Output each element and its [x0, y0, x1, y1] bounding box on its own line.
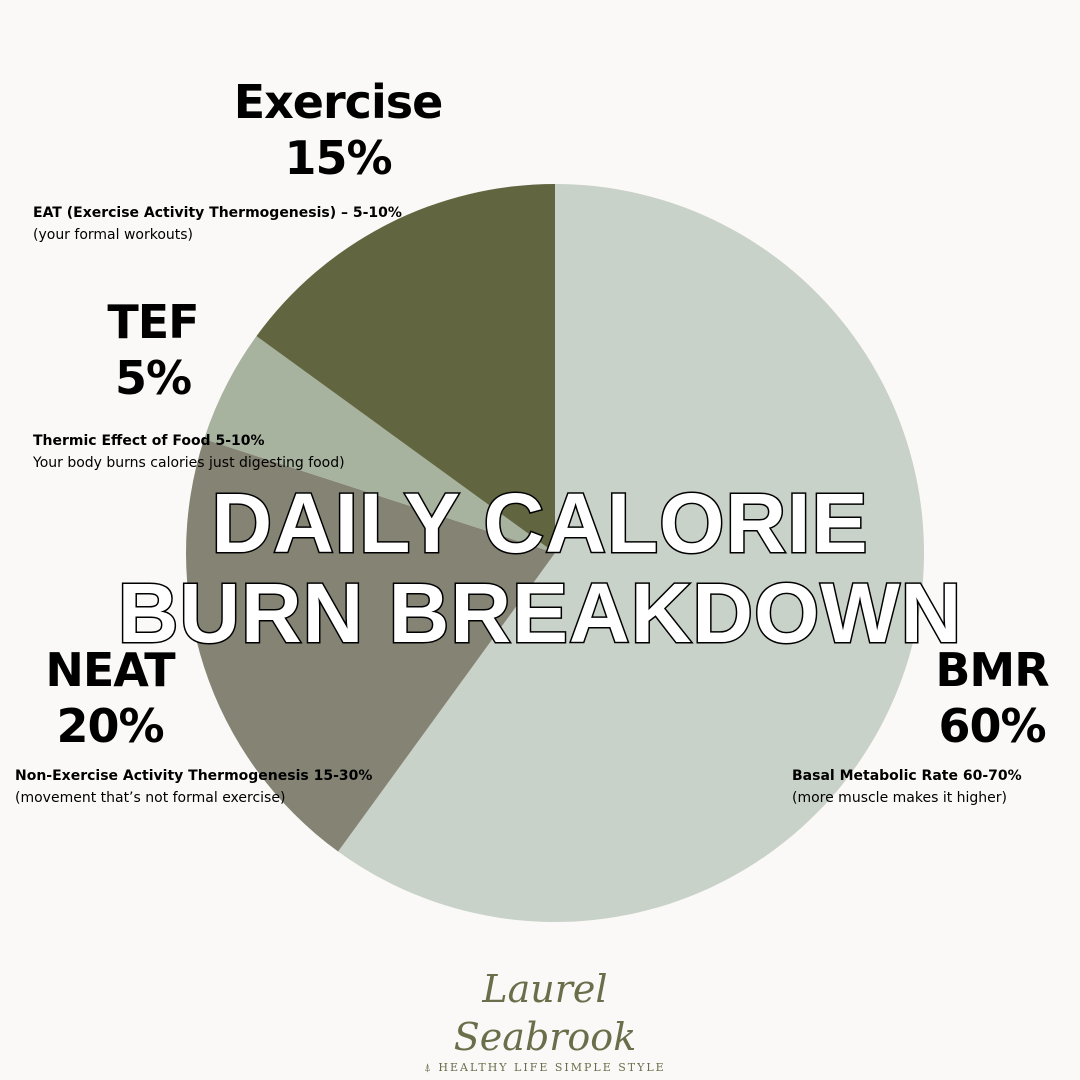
brand-logo: Laurel Seabrook ⍋ HEALTHY LIFE SIMPLE ST…: [410, 965, 680, 1075]
slice-value: 60%: [938, 699, 1046, 753]
tree-icon: ⍋: [424, 1061, 439, 1074]
slice-value: 15%: [284, 131, 392, 185]
desc-title: EAT (Exercise Activity Thermogenesis) – …: [33, 205, 402, 221]
desc-text: Your body burns calories just digesting …: [33, 455, 345, 471]
brand-tagline: ⍋ HEALTHY LIFE SIMPLE STYLE: [410, 1061, 680, 1075]
slice-value: 20%: [56, 699, 164, 753]
label-neat: NEAT 20%: [10, 642, 210, 754]
slice-label: NEAT: [45, 643, 175, 697]
desc-title: Non-Exercise Activity Thermogenesis 15-3…: [15, 768, 373, 784]
pie-slice-bmr: [338, 184, 925, 922]
desc-title: Thermic Effect of Food 5-10%: [33, 433, 265, 449]
desc-title: Basal Metabolic Rate 60-70%: [792, 768, 1022, 784]
label-tef: TEF 5%: [53, 294, 253, 406]
desc-text: (more muscle makes it higher): [792, 790, 1007, 806]
desc-neat: Non-Exercise Activity Thermogenesis 15-3…: [15, 765, 372, 809]
title-line-2: BURN BREAKDOWN: [116, 566, 963, 660]
label-exercise: Exercise 15%: [208, 74, 468, 186]
desc-text: (your formal workouts): [33, 227, 194, 243]
slice-label: Exercise: [233, 75, 444, 129]
desc-bmr: Basal Metabolic Rate 60-70% (more muscle…: [792, 765, 1022, 809]
brand-name: Laurel Seabrook: [453, 967, 637, 1059]
desc-exercise: EAT (Exercise Activity Thermogenesis) – …: [33, 202, 402, 246]
label-bmr: BMR 60%: [892, 642, 1080, 754]
title-line-1: DAILY CALORIE: [210, 476, 869, 570]
slice-value: 5%: [114, 351, 192, 405]
pie-slice-neat: [186, 438, 556, 852]
tagline-text: HEALTHY LIFE SIMPLE STYLE: [438, 1061, 666, 1074]
chart-title: DAILY CALORIE BURN BREAKDOWN: [0, 476, 1080, 660]
desc-tef: Thermic Effect of Food 5-10% Your body b…: [33, 430, 345, 474]
pie-slice-exercise: [256, 184, 555, 553]
slice-label: BMR: [935, 643, 1049, 697]
slice-label: TEF: [107, 295, 199, 349]
pie-slice-tef: [204, 336, 555, 553]
desc-text: (movement that’s not formal exercise): [15, 790, 286, 806]
